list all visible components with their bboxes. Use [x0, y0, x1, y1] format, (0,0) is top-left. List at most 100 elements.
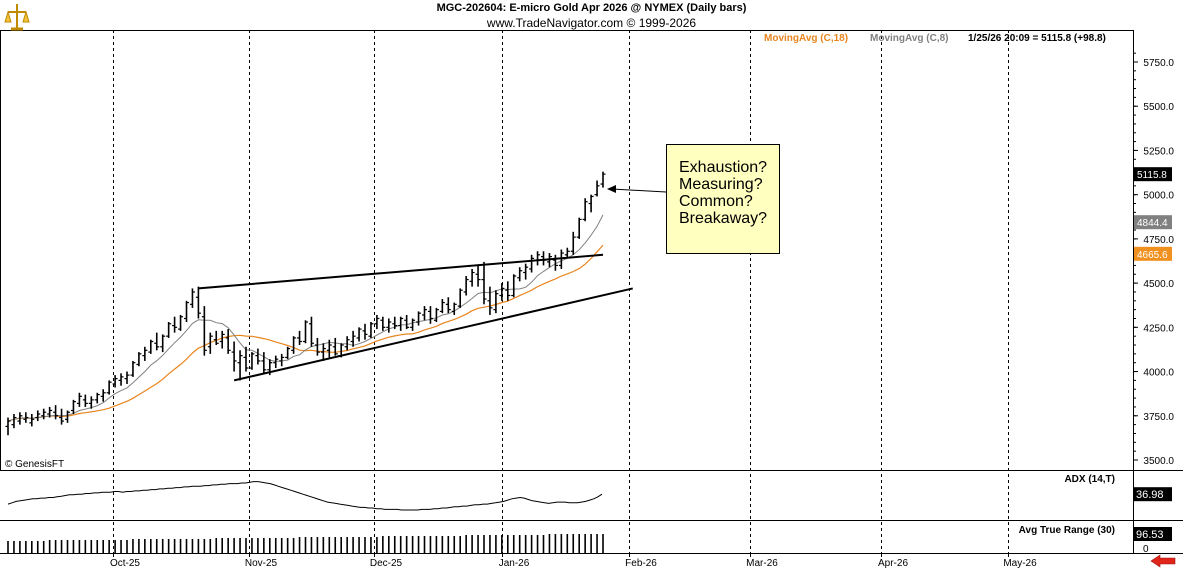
ohlc-bar — [386, 318, 392, 333]
atr-bar — [596, 534, 598, 553]
atr-bar — [423, 536, 426, 553]
ohlc-bar — [594, 180, 600, 197]
ohlc-bar — [410, 318, 416, 331]
ohlc-bar — [47, 406, 53, 418]
atr-bar — [292, 538, 295, 553]
atr-bar — [590, 534, 592, 553]
atr-bar — [48, 540, 51, 553]
atr-bar — [185, 539, 188, 553]
ohlc-bar — [5, 417, 11, 436]
y-tick-label: 3500.0 — [1143, 456, 1174, 467]
ohlc-bar — [11, 414, 17, 429]
ohlc-bar — [136, 352, 142, 367]
atr-bar — [483, 535, 485, 553]
atr-bar — [203, 539, 206, 553]
atr-bar — [269, 538, 271, 553]
ohlc-bar — [118, 373, 124, 386]
legend-ma18: MovingAvg (C,18) — [764, 33, 848, 44]
atr-bar — [334, 537, 337, 553]
ohlc-bar — [59, 408, 65, 425]
ohlc-bar — [35, 410, 41, 422]
atr-bar — [251, 538, 253, 553]
ohlc-bar — [148, 339, 154, 354]
ohlc-bar — [505, 281, 511, 301]
ohlc-bar — [231, 341, 237, 372]
atr-bar — [138, 539, 140, 553]
x-tick-label: Feb-26 — [625, 558, 657, 569]
atr-bar — [286, 538, 289, 553]
y-tick-label: 3750.0 — [1143, 412, 1174, 423]
ohlc-bar — [285, 346, 291, 360]
atr-bar — [495, 535, 497, 553]
ohlc-bar — [332, 337, 338, 356]
ohlc-bar — [303, 320, 308, 344]
ohlc-bar — [445, 297, 451, 314]
x-tick-label: May-26 — [1003, 558, 1037, 569]
ohlc-bar — [422, 306, 427, 321]
ohlc-bar — [189, 288, 195, 308]
atr-bar — [441, 536, 444, 553]
atr-bar — [340, 537, 342, 553]
atr-bar — [233, 538, 235, 553]
atr-bar — [102, 540, 104, 553]
atr-bar — [370, 537, 372, 553]
atr-bar — [54, 540, 57, 553]
ohlc-bar — [124, 371, 130, 384]
legend-ma8: MovingAvg (C,8) — [870, 33, 949, 44]
atr-bar — [191, 539, 194, 553]
ohlc-bar — [178, 314, 184, 331]
atr-bar — [150, 539, 152, 553]
lower-wedge-line — [233, 287, 633, 382]
ohlc-bar — [154, 332, 160, 351]
ohlc-bar — [392, 316, 398, 330]
atr-bar — [512, 535, 515, 553]
ohlc-bar — [249, 352, 255, 370]
atr-bar — [280, 538, 283, 553]
atr-bar — [197, 539, 200, 553]
atr-bar — [263, 538, 265, 553]
trade-navigator-logo-icon[interactable] — [2, 2, 32, 32]
atr-bar — [453, 536, 456, 553]
ohlc-bar — [213, 330, 219, 346]
atr-bar — [393, 536, 396, 553]
atr-bar — [245, 538, 247, 553]
atr-bar — [96, 540, 99, 553]
atr-bar — [542, 535, 545, 553]
atr-bar — [536, 535, 539, 553]
atr-bar — [173, 539, 176, 553]
upper-wedge-line — [198, 253, 604, 290]
price-label-bg — [1134, 215, 1172, 230]
atr-bar — [328, 537, 331, 553]
ohlc-bar — [184, 300, 189, 323]
ohlc-bar — [493, 290, 499, 314]
annotation-box — [666, 144, 780, 254]
atr-bar — [36, 541, 39, 553]
atr-bar — [447, 536, 450, 553]
adx-value-label: 36.98 — [1136, 489, 1164, 501]
annotation-text: Common? — [679, 193, 753, 210]
atr-zero-tick: 0 — [1143, 544, 1149, 555]
atr-bar — [358, 537, 360, 553]
ohlc-bar — [82, 394, 88, 407]
ohlc-bar — [65, 410, 70, 423]
atr-bar — [257, 538, 259, 553]
ohlc-bar — [76, 392, 82, 407]
ohlc-bar — [237, 350, 243, 381]
atr-bar — [376, 537, 378, 553]
atr-bar — [471, 535, 473, 553]
scroll-left-arrow-icon[interactable] — [1149, 554, 1177, 568]
y-tick-label: 4000.0 — [1143, 368, 1174, 379]
ohlc-bar — [23, 412, 29, 423]
ohlc-bar — [469, 268, 475, 287]
ohlc-bar — [297, 330, 303, 346]
atr-bar — [489, 535, 491, 553]
atr-bar — [274, 538, 277, 553]
ohlc-bar — [41, 408, 47, 420]
y-tick-label: 4250.0 — [1143, 323, 1174, 334]
atr-bar — [352, 537, 354, 553]
atr-bar — [221, 538, 223, 553]
ohlc-bar — [207, 332, 213, 354]
y-tick-label: 5000.0 — [1143, 191, 1174, 202]
atr-bar — [155, 539, 158, 553]
atr-bar — [602, 534, 604, 553]
